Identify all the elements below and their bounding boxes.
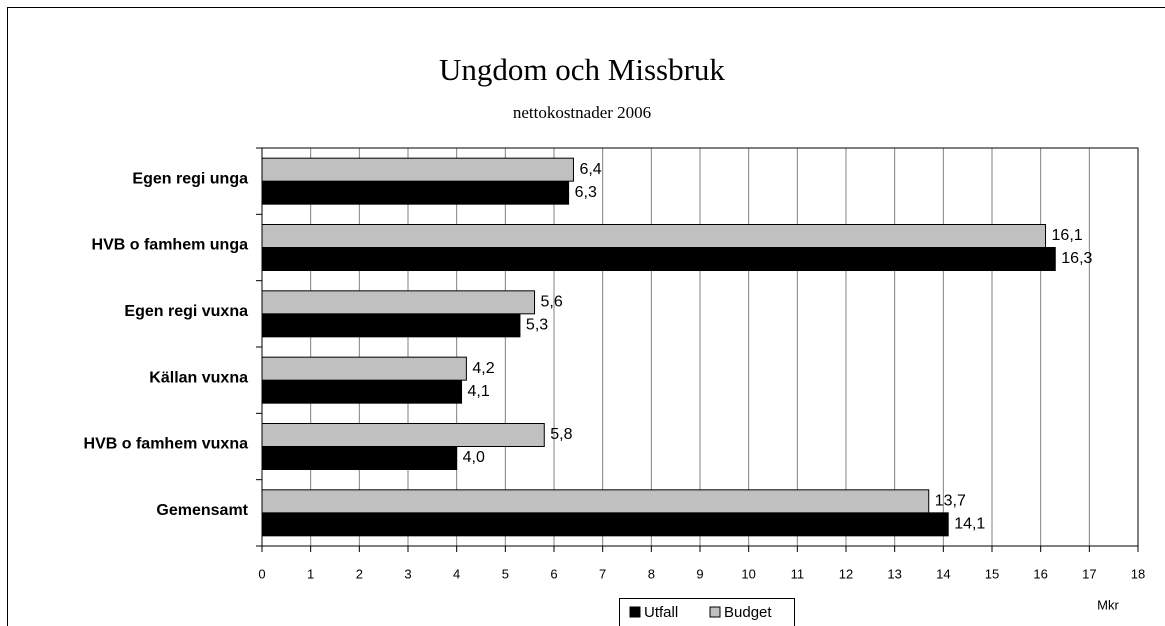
chart-title: Ungdom och Missbruk (439, 52, 725, 87)
x-tick-label: 3 (404, 566, 411, 581)
value-label: 13,7 (935, 493, 966, 510)
x-tick-label: 17 (1082, 566, 1096, 581)
x-tick-label: 7 (599, 566, 606, 581)
x-axis-label: Mkr (1097, 597, 1119, 612)
y-tick-label: HVB o famhem unga (92, 237, 249, 254)
bar (261, 247, 1056, 271)
y-tick-label: Källan vuxna (149, 369, 248, 386)
x-tick-label: 1 (307, 566, 314, 581)
y-tick-label: Gemensamt (156, 502, 248, 519)
value-label: 6,3 (575, 184, 597, 201)
bar (261, 224, 1047, 248)
bar (261, 446, 458, 470)
value-label: 16,1 (1052, 227, 1083, 244)
value-label: 4,0 (463, 449, 485, 466)
value-label: 4,2 (472, 360, 494, 377)
x-tick-label: 15 (985, 566, 999, 581)
legend-label: Utfall (644, 604, 678, 621)
legend-label: Budget (724, 604, 772, 621)
legend-box (619, 598, 795, 626)
y-tick-label: Egen regi vuxna (124, 303, 248, 320)
x-tick-label: 11 (791, 566, 805, 581)
y-tick-label: Egen regi unga (132, 170, 248, 187)
y-tick-label: HVB o famhem vuxna (84, 436, 249, 453)
chart-subtitle: nettokostnader 2006 (513, 103, 651, 122)
bar (261, 180, 570, 205)
x-tick-label: 4 (453, 566, 460, 581)
bar (261, 379, 463, 404)
x-tick-label: 12 (839, 566, 853, 581)
legend-swatch (709, 606, 721, 618)
bar (261, 356, 467, 381)
x-tick-label: 16 (1033, 566, 1047, 581)
value-label: 4,1 (468, 383, 490, 400)
x-tick-label: 6 (550, 566, 557, 581)
legend-swatch (629, 606, 641, 618)
bar (261, 423, 545, 447)
x-tick-label: 8 (648, 566, 655, 581)
bar (261, 489, 930, 514)
x-tick-label: 0 (258, 566, 265, 581)
x-tick-label: 13 (887, 566, 901, 581)
x-tick-label: 5 (502, 566, 509, 581)
bar (261, 157, 574, 182)
x-tick-label: 10 (741, 566, 755, 581)
value-label: 16,3 (1061, 250, 1092, 267)
value-label: 14,1 (954, 516, 985, 533)
x-tick-label: 14 (936, 566, 950, 581)
value-label: 5,6 (541, 294, 563, 311)
bar (261, 512, 949, 537)
x-tick-label: 9 (696, 566, 703, 581)
value-label: 5,8 (550, 426, 572, 443)
bar (261, 313, 521, 338)
x-tick-label: 2 (356, 566, 363, 581)
bar (261, 290, 536, 315)
x-tick-label: 18 (1131, 566, 1145, 581)
value-label: 5,3 (526, 317, 548, 334)
value-label: 6,4 (579, 161, 601, 178)
